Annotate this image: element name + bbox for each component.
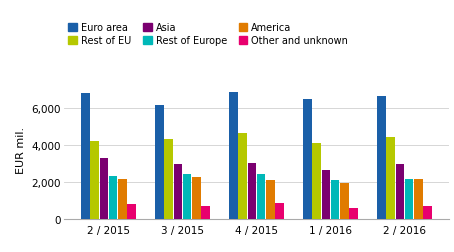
Bar: [128, 204, 136, 219]
Bar: [276, 204, 284, 219]
Bar: [377, 96, 385, 219]
Bar: [395, 164, 404, 219]
Bar: [386, 138, 395, 219]
Bar: [405, 179, 414, 219]
Bar: [173, 165, 182, 219]
Bar: [424, 206, 432, 219]
Bar: [340, 183, 349, 219]
Bar: [164, 140, 173, 219]
Bar: [350, 208, 358, 219]
Legend: Euro area, Rest of EU, Asia, Rest of Europe, America, Other and unknown: Euro area, Rest of EU, Asia, Rest of Eur…: [69, 23, 348, 46]
Bar: [229, 93, 237, 219]
Bar: [238, 133, 247, 219]
Bar: [99, 158, 108, 219]
Bar: [183, 175, 192, 219]
Bar: [109, 176, 118, 219]
Bar: [312, 143, 321, 219]
Bar: [81, 93, 89, 219]
Bar: [266, 180, 275, 219]
Bar: [202, 206, 210, 219]
Bar: [414, 179, 423, 219]
Bar: [155, 106, 163, 219]
Y-axis label: EUR mil.: EUR mil.: [16, 127, 26, 173]
Bar: [257, 175, 266, 219]
Bar: [118, 179, 127, 219]
Bar: [247, 163, 256, 219]
Bar: [321, 170, 330, 219]
Bar: [192, 177, 201, 219]
Bar: [90, 142, 99, 219]
Bar: [331, 180, 340, 219]
Bar: [303, 100, 311, 219]
